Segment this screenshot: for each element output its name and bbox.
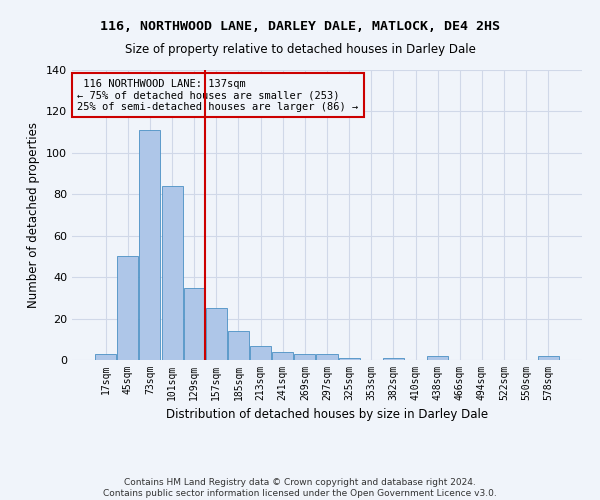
Bar (538, 356, 559, 360)
Bar (139, 130, 160, 360)
Bar (383, 358, 404, 360)
Text: Size of property relative to detached houses in Darley Dale: Size of property relative to detached ho… (125, 42, 475, 56)
Bar (161, 186, 182, 360)
Text: 116, NORTHWOOD LANE, DARLEY DALE, MATLOCK, DE4 2HS: 116, NORTHWOOD LANE, DARLEY DALE, MATLOC… (100, 20, 500, 33)
Bar (206, 308, 227, 360)
Bar (184, 288, 205, 360)
X-axis label: Distribution of detached houses by size in Darley Dale: Distribution of detached houses by size … (166, 408, 488, 422)
Bar (250, 346, 271, 360)
Y-axis label: Number of detached properties: Number of detached properties (28, 122, 40, 308)
Bar (427, 356, 448, 360)
Text: 116 NORTHWOOD LANE: 137sqm
← 75% of detached houses are smaller (253)
25% of sem: 116 NORTHWOOD LANE: 137sqm ← 75% of deta… (77, 78, 358, 112)
Bar (316, 354, 338, 360)
Bar (338, 358, 359, 360)
Bar (118, 256, 139, 360)
Bar (272, 352, 293, 360)
Bar (95, 354, 116, 360)
Bar (228, 331, 249, 360)
Text: Contains HM Land Registry data © Crown copyright and database right 2024.
Contai: Contains HM Land Registry data © Crown c… (103, 478, 497, 498)
Bar (295, 354, 316, 360)
